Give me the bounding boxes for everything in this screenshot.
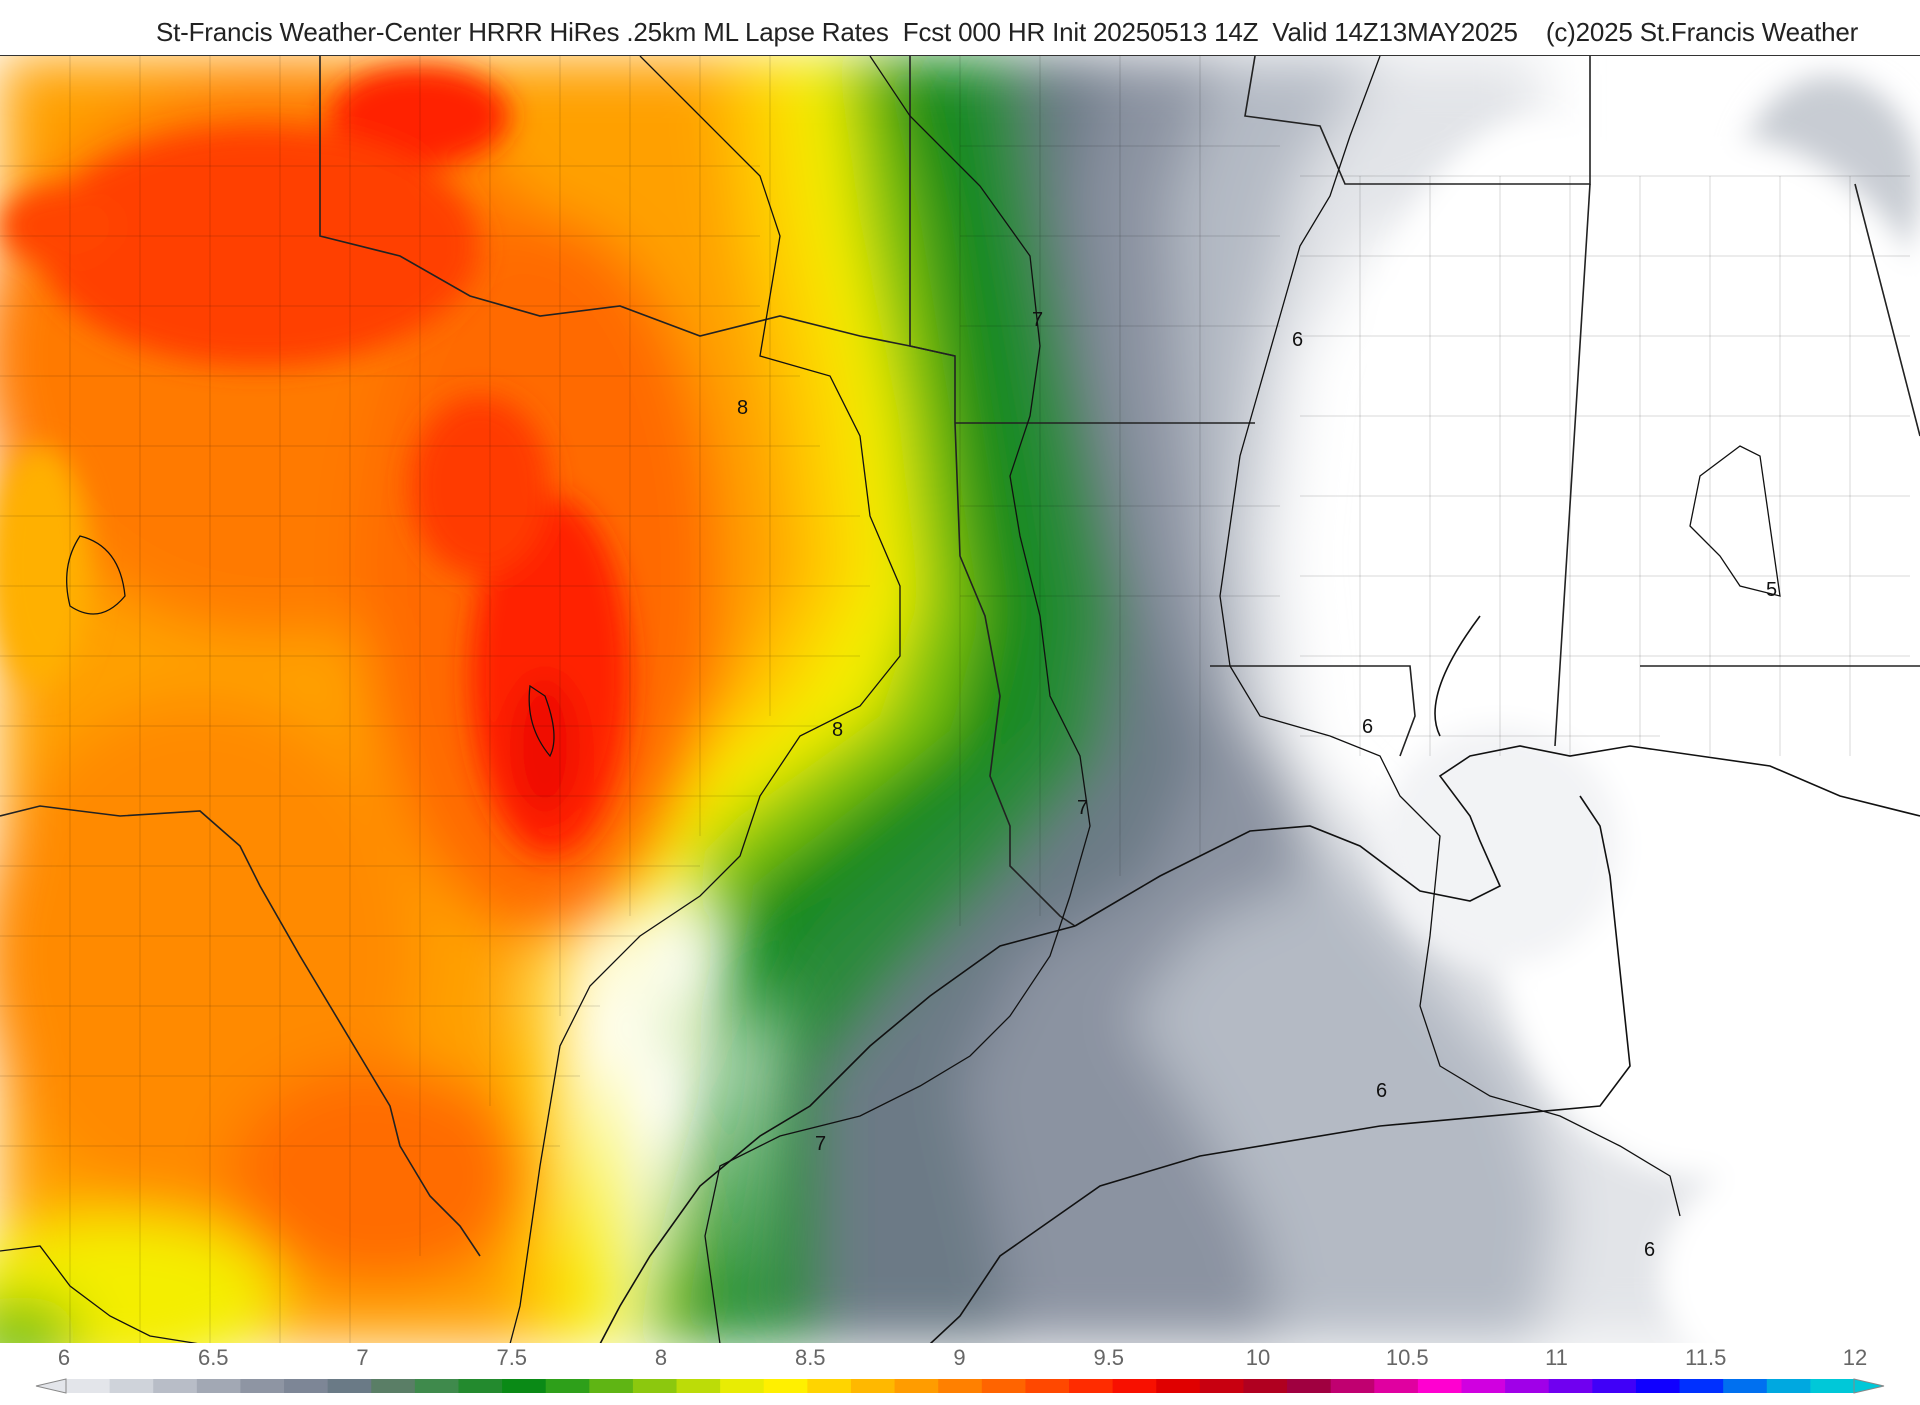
legend-swatches	[66, 1379, 1855, 1393]
legend-tick-label: 8	[654, 1345, 668, 1370]
map-panel: 8 7 6 8 7 6 5 6 7 6 8	[0, 55, 1920, 1345]
lapse-rate-maxima	[0, 66, 1920, 856]
legend-tick-label: 7.5	[496, 1345, 528, 1370]
contour-8-closed	[66, 535, 126, 615]
legend-tick-label: 10.5	[1385, 1345, 1429, 1370]
legend-swatch	[1505, 1379, 1550, 1393]
legend-swatch	[589, 1379, 634, 1393]
contour-5	[1689, 445, 1781, 597]
legend-tick-label: 9.5	[1093, 1345, 1125, 1370]
low-lapse-region	[1360, 116, 1920, 1344]
legend-swatch	[545, 1379, 590, 1393]
louisiana-mississippi-border	[1210, 665, 1416, 757]
legend-swatch	[1810, 1379, 1855, 1393]
legend-tick-label: 10	[1245, 1345, 1271, 1370]
contour-labels: 8 7 6 8 7 6 5 6 7 6 8	[737, 309, 1777, 1261]
louisiana-mississippi-coast	[1074, 745, 1920, 927]
contour-7	[704, 56, 1091, 1344]
legend-swatch	[502, 1379, 547, 1393]
contour-max-closed	[528, 684, 555, 758]
legend-swatch	[981, 1379, 1027, 1393]
mississippi-delta	[1434, 615, 1481, 737]
legend-high-arrow	[1853, 1378, 1885, 1394]
contour-label-8-central: 8	[832, 719, 843, 741]
legend-swatch	[894, 1379, 939, 1393]
contour-label-6-north: 6	[1292, 329, 1303, 351]
legend-swatch	[109, 1379, 154, 1393]
legend-low-arrow	[35, 1378, 67, 1394]
legend-swatch	[1025, 1379, 1070, 1393]
title-bar: St-Francis Weather-Center HRRR HiRes .25…	[0, 0, 1920, 56]
state-boundaries	[0, 56, 1920, 1257]
legend-tick-label: 11.5	[1685, 1345, 1727, 1370]
arkansas-west-border	[909, 56, 956, 423]
legend-swatch	[1766, 1379, 1811, 1393]
color-scale-bar	[35, 1378, 1885, 1394]
legend-swatch	[1592, 1379, 1637, 1393]
legend-swatch	[1417, 1379, 1463, 1393]
contour-label-7-south: 7	[815, 1133, 826, 1155]
texas-coast	[599, 925, 1076, 1344]
contour-label-5: 5	[1766, 579, 1777, 601]
contour-label-6-central: 6	[1362, 716, 1373, 738]
legend-swatch	[807, 1379, 852, 1393]
legend-swatch	[1243, 1379, 1288, 1393]
lapse-rate-map: 8 7 6 8 7 6 5 6 7 6 8	[0, 56, 1920, 1344]
mississippi-river-border	[1244, 56, 1591, 185]
legend-swatch	[1112, 1379, 1157, 1393]
legend-swatch	[763, 1379, 808, 1393]
legend-tick-label: 6.5	[197, 1345, 229, 1370]
legend-swatch	[1679, 1379, 1724, 1393]
gulf-basin-outline	[929, 795, 1631, 1344]
legend-swatch	[1330, 1379, 1375, 1393]
legend-tick-label: 7	[356, 1345, 369, 1370]
legend-swatch	[1156, 1379, 1201, 1393]
contour-label-7-central: 7	[1077, 797, 1088, 819]
legend-swatch	[327, 1379, 372, 1393]
legend-tick-label: 8.5	[794, 1345, 826, 1370]
contour-6	[1219, 56, 1681, 1217]
legend-tick-label: 9	[953, 1345, 966, 1370]
legend-swatch	[1199, 1379, 1245, 1393]
contour-label-6-south: 6	[1644, 1239, 1655, 1261]
legend-tick-label: 6	[57, 1345, 71, 1370]
legend-swatch	[1374, 1379, 1419, 1393]
legend-swatch	[1287, 1379, 1332, 1393]
legend-swatch	[414, 1379, 460, 1393]
legend-tick-label: 11	[1545, 1345, 1568, 1370]
legend-swatch	[196, 1379, 242, 1393]
color-scale-legend	[0, 1343, 1920, 1400]
legend-swatch	[720, 1379, 765, 1393]
legend-swatch	[66, 1379, 111, 1393]
lapse-rate-contours	[0, 56, 1781, 1344]
map-title: St-Francis Weather-Center HRRR HiRes .25…	[156, 17, 1859, 47]
legend-swatch	[1461, 1379, 1506, 1393]
alabama-georgia-border	[1854, 183, 1920, 437]
oklahoma-texas-border	[319, 56, 956, 357]
legend-swatch	[850, 1379, 896, 1393]
contour-label-8-north: 8	[737, 397, 748, 419]
contour-8-southwest	[0, 1245, 201, 1344]
legend-swatch	[938, 1379, 983, 1393]
legend-swatch	[240, 1379, 285, 1393]
contour-label-7-north: 7	[1032, 309, 1043, 331]
legend-swatch	[153, 1379, 198, 1393]
texas-louisiana-border	[954, 422, 1076, 927]
contour-label-6-gulf: 6	[1376, 1080, 1387, 1102]
contour-8	[509, 56, 901, 1344]
legend-swatch	[632, 1379, 678, 1393]
legend-swatch	[676, 1379, 721, 1393]
legend-tick-label: 12	[1842, 1345, 1868, 1370]
legend-swatch	[1069, 1379, 1114, 1393]
legend-swatch	[1548, 1379, 1593, 1393]
legend-swatch	[458, 1379, 503, 1393]
mississippi-alabama-border	[1554, 183, 1591, 747]
legend-swatch	[284, 1379, 329, 1393]
legend-swatch	[1723, 1379, 1768, 1393]
legend-swatch	[1635, 1379, 1681, 1393]
gulf-coastline	[599, 615, 1920, 1344]
county-boundaries	[0, 56, 1910, 1344]
rio-grande-border	[0, 805, 481, 1257]
legend-swatch	[371, 1379, 416, 1393]
